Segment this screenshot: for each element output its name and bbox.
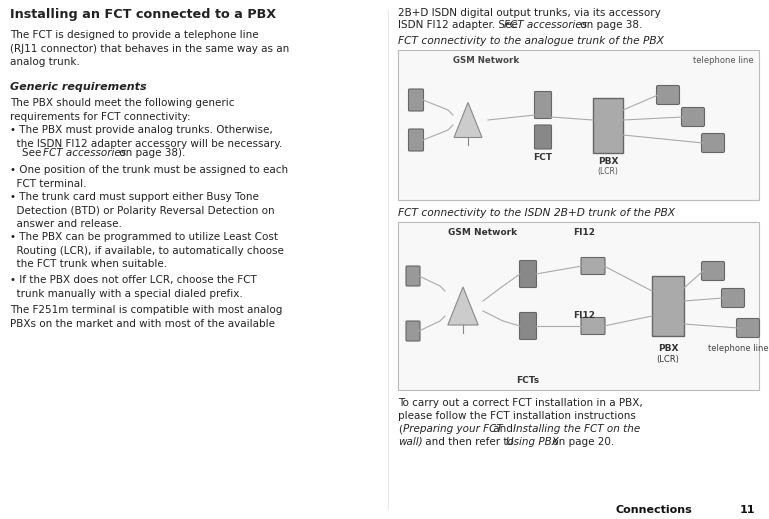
FancyBboxPatch shape — [534, 125, 551, 149]
FancyBboxPatch shape — [520, 261, 537, 288]
Text: The FCT is designed to provide a telephone line
(RJ11 connector) that behaves in: The FCT is designed to provide a telepho… — [10, 30, 289, 67]
Text: wall): wall) — [398, 437, 423, 447]
Text: The PBX should meet the following generic
requirements for FCT connectivity:: The PBX should meet the following generi… — [10, 98, 235, 121]
Text: Installing an FCT connected to a PBX: Installing an FCT connected to a PBX — [10, 8, 276, 21]
Text: (: ( — [398, 424, 402, 434]
FancyBboxPatch shape — [681, 107, 704, 127]
Text: Using PBX: Using PBX — [506, 437, 559, 447]
Text: FCT accessories: FCT accessories — [43, 148, 126, 158]
Text: PBX: PBX — [657, 344, 678, 353]
Text: • The trunk card must support either Busy Tone
  Detection (BTD) or Polarity Rev: • The trunk card must support either Bus… — [10, 192, 275, 229]
Text: on page 20.: on page 20. — [549, 437, 614, 447]
Text: See: See — [22, 148, 45, 158]
Text: FCT connectivity to the analogue trunk of the PBX: FCT connectivity to the analogue trunk o… — [398, 36, 664, 46]
Text: Preparing your FCT: Preparing your FCT — [403, 424, 503, 434]
Text: (LCR): (LCR) — [598, 167, 618, 176]
Text: FI12: FI12 — [573, 228, 595, 237]
Text: 2B+D ISDN digital output trunks, via its accessory: 2B+D ISDN digital output trunks, via its… — [398, 8, 661, 18]
Text: To carry out a correct FCT installation in a PBX,: To carry out a correct FCT installation … — [398, 398, 643, 408]
Text: and: and — [490, 424, 516, 434]
FancyBboxPatch shape — [406, 321, 420, 341]
Text: please follow the FCT installation instructions: please follow the FCT installation instr… — [398, 411, 636, 421]
FancyBboxPatch shape — [721, 289, 744, 307]
Text: Generic requirements: Generic requirements — [10, 82, 147, 92]
Text: 11: 11 — [740, 505, 755, 515]
Text: ISDN FI12 adapter. See: ISDN FI12 adapter. See — [398, 20, 521, 30]
Text: FCT accessories: FCT accessories — [504, 20, 587, 30]
Text: GSM Network: GSM Network — [453, 56, 519, 65]
Text: telephone line: telephone line — [694, 56, 754, 65]
Text: Connections: Connections — [615, 505, 692, 515]
Text: • If the PBX does not offer LCR, choose the FCT
  trunk manually with a special : • If the PBX does not offer LCR, choose … — [10, 275, 257, 298]
Bar — [398, 50, 759, 200]
FancyBboxPatch shape — [701, 262, 724, 280]
Text: • The PBX can be programmed to utilize Least Cost
  Routing (LCR), if available,: • The PBX can be programmed to utilize L… — [10, 232, 284, 269]
Text: • One position of the trunk must be assigned to each
  FCT terminal.: • One position of the trunk must be assi… — [10, 165, 288, 188]
Text: PBX: PBX — [598, 157, 618, 166]
FancyBboxPatch shape — [520, 312, 537, 339]
Text: FCT: FCT — [534, 153, 552, 162]
Text: Installing the FCT on the: Installing the FCT on the — [513, 424, 641, 434]
FancyBboxPatch shape — [581, 257, 605, 275]
FancyBboxPatch shape — [406, 266, 420, 286]
Polygon shape — [448, 287, 478, 325]
Text: telephone line: telephone line — [708, 344, 769, 353]
Bar — [593, 98, 623, 153]
Text: FCTs: FCTs — [517, 376, 540, 385]
Text: on page 38.: on page 38. — [577, 20, 642, 30]
Text: (LCR): (LCR) — [657, 355, 680, 364]
FancyBboxPatch shape — [408, 89, 424, 111]
Text: • The PBX must provide analog trunks. Otherwise,
  the ISDN FI12 adapter accesso: • The PBX must provide analog trunks. Ot… — [10, 125, 282, 148]
Text: GSM Network: GSM Network — [448, 228, 517, 237]
FancyBboxPatch shape — [737, 319, 760, 337]
Bar — [398, 222, 759, 390]
FancyBboxPatch shape — [534, 91, 551, 118]
Text: and then refer to: and then refer to — [422, 437, 517, 447]
Text: on page 38).: on page 38). — [116, 148, 185, 158]
FancyBboxPatch shape — [701, 133, 724, 153]
Text: FCT connectivity to the ISDN 2B+D trunk of the PBX: FCT connectivity to the ISDN 2B+D trunk … — [398, 208, 675, 218]
FancyBboxPatch shape — [581, 318, 605, 335]
Text: The F251m terminal is compatible with most analog
PBXs on the market and with mo: The F251m terminal is compatible with mo… — [10, 305, 282, 329]
FancyBboxPatch shape — [657, 86, 680, 104]
FancyBboxPatch shape — [408, 129, 424, 151]
Bar — [652, 276, 684, 336]
Text: FI12: FI12 — [573, 311, 595, 320]
Polygon shape — [454, 102, 482, 138]
